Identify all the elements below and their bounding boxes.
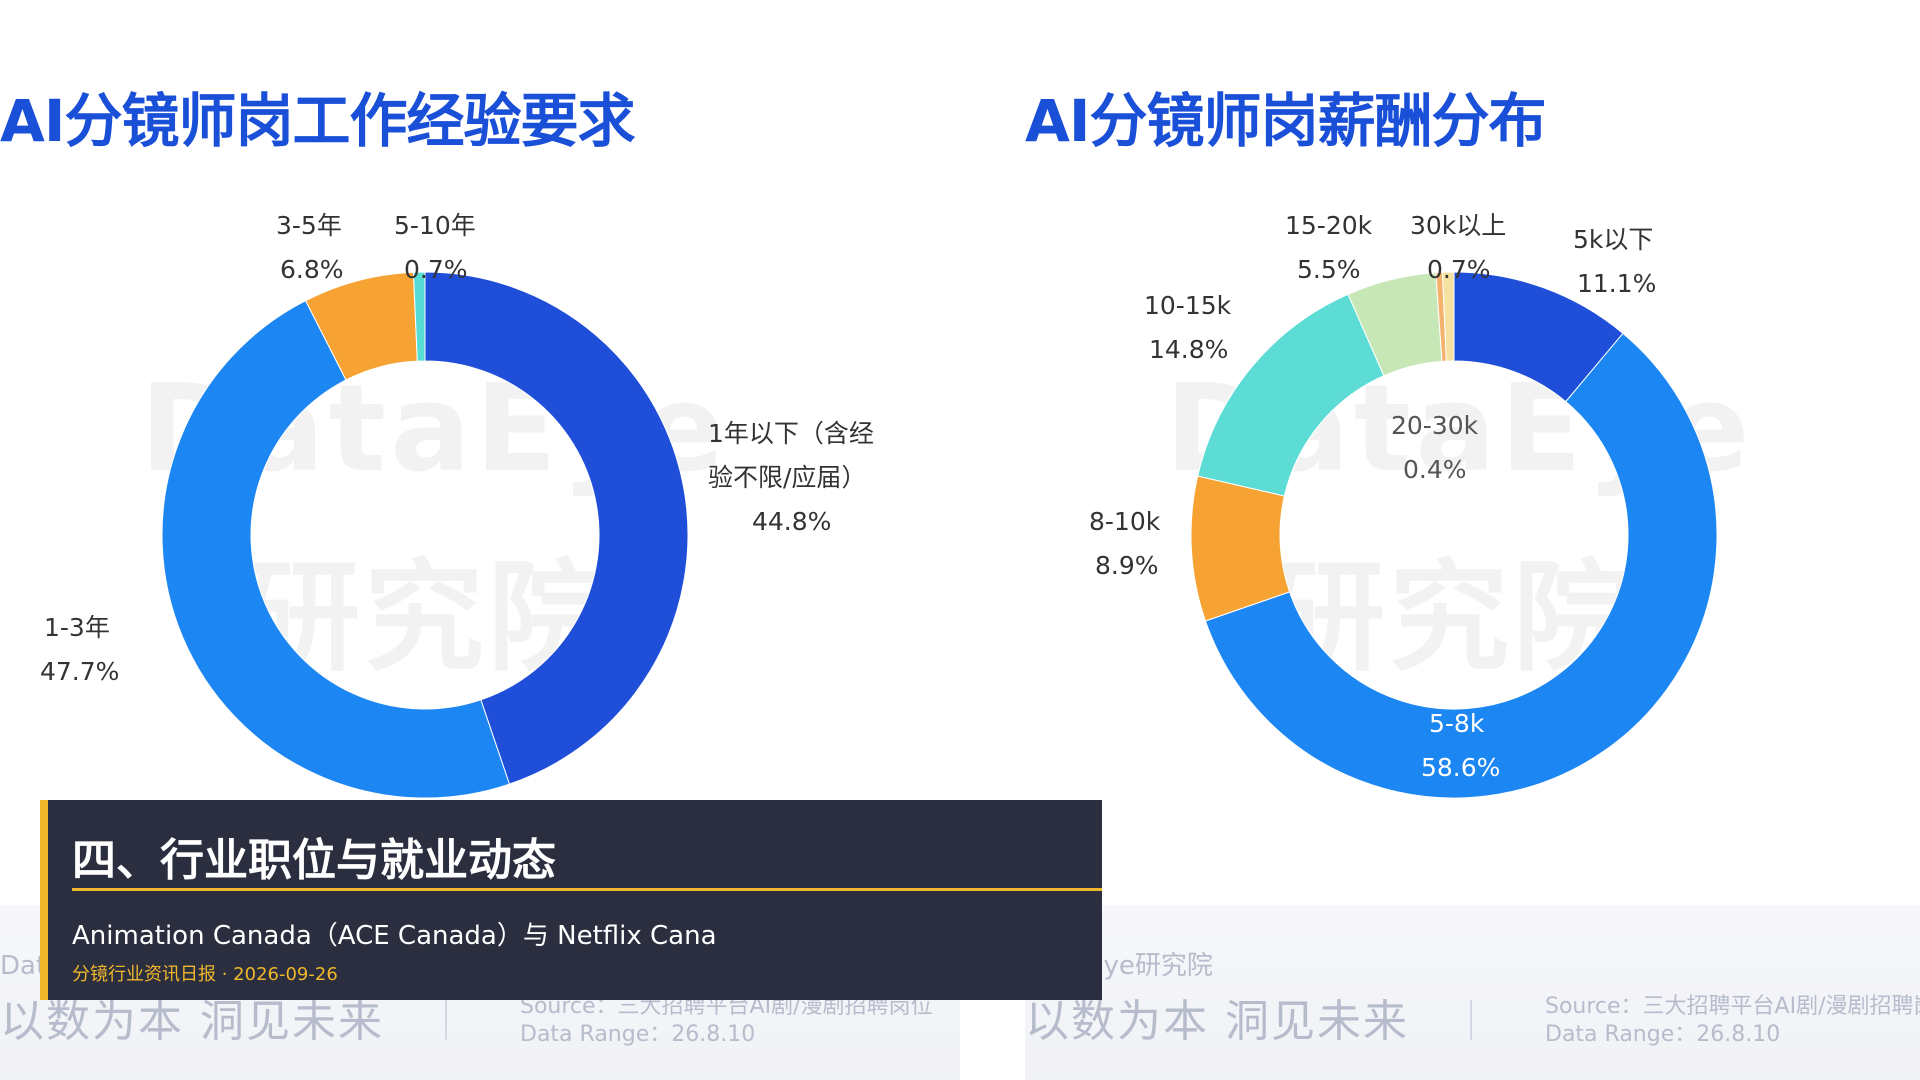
donut-slice-3 [412, 271, 426, 362]
footer-source: Source：三大招聘平台AI剧/漫剧招聘岗位 Data Range：26.8.… [520, 994, 933, 1047]
slice-label-r5: 20-30k 0.4% [1391, 411, 1486, 484]
chart-title: AI分镜师岗薪酬分布 [1025, 87, 1546, 155]
donut-slice-3 [1197, 293, 1385, 497]
footer-divider [445, 1000, 447, 1040]
slice-label-r3: 10-15k 14.8% [1144, 291, 1239, 364]
slice-label-l3: 5-10年 0.7% [394, 211, 484, 284]
donut-slice-0 [424, 271, 689, 785]
chart-title: AI分镜师岗工作经验要求 [0, 87, 635, 155]
footer-source: Source：三大招聘平台AI剧/漫剧招聘岗位 Data Range：26.8.… [1545, 994, 1920, 1047]
donut-chart-salary: 5k以下 11.1% 5-8k 58.6% 8-10k 8.9% 10-15k … [1089, 211, 1718, 799]
donut-slice-1 [1204, 332, 1718, 799]
slice-label-l2: 3-5年 6.8% [276, 211, 350, 284]
footer-divider [1470, 1000, 1472, 1040]
slice-label-r2: 8-10k 8.9% [1089, 507, 1168, 580]
slice-label-l0: 1年以下（含经 验不限/应届） 44.8% [708, 419, 882, 536]
overlay-divider [72, 888, 1102, 891]
overlay-heading: 四、行业职位与就业动态 [72, 835, 556, 886]
slice-label-r4: 15-20k 5.5% [1285, 211, 1380, 284]
donut-slice-6 [1441, 271, 1455, 362]
chart-panel-salary: DataEye 研究院 AI分镜师岗薪酬分布 5k以下 11.1% 5-8k 5… [1025, 0, 1920, 1080]
footer-slogan: 以数为本 洞见未来 [1025, 996, 1409, 1047]
donut-slice-1 [161, 299, 511, 799]
overlay-subtitle: Animation Canada（ACE Canada）与 Netflix Ca… [72, 921, 717, 951]
news-overlay-card: 四、行业职位与就业动态 Animation Canada（ACE Canada）… [40, 800, 1102, 1000]
footer-bar: DataEye研究院 以数为本 洞见未来 Source：三大招聘平台AI剧/漫剧… [1025, 905, 1920, 1080]
slice-label-r0: 5k以下 11.1% [1573, 225, 1661, 298]
overlay-meta: 分镜行业资讯日报 · 2026-09-26 [72, 964, 338, 985]
slice-label-r1: 5-8k 58.6% [1421, 709, 1500, 782]
slice-label-r6: 30k以上 0.7% [1410, 211, 1514, 284]
footer-slogan: 以数为本 洞见未来 [0, 996, 384, 1047]
donut-chart-experience: 1年以下（含经 验不限/应届） 44.8% 1-3年 47.7% 3-5年 6.… [40, 211, 882, 799]
slice-label-l1: 1-3年 47.7% [40, 613, 119, 686]
